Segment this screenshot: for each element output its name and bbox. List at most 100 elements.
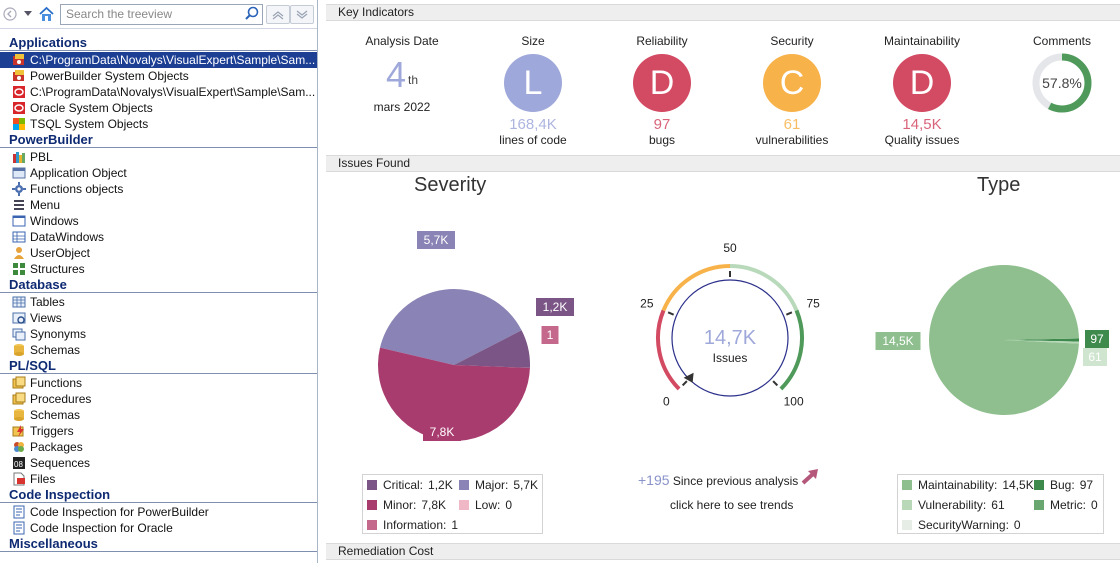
legend-value: 97 <box>1079 478 1094 492</box>
legend-item[interactable]: Bug: 97 <box>1034 478 1093 492</box>
maintainability-sub: Quality issues <box>884 133 960 147</box>
type-slice-vulnerability[interactable] <box>1004 340 1079 344</box>
trend-delta: +195 <box>638 472 670 488</box>
tree-item[interactable]: Application Object <box>0 165 317 181</box>
legend-item[interactable]: Major: 5,7K <box>459 478 538 492</box>
tree-item[interactable]: Schemas <box>0 407 317 423</box>
gauge-tick <box>772 380 779 387</box>
tree-item[interactable]: Windows <box>0 213 317 229</box>
legend-label: Low: <box>475 498 501 512</box>
legend-item[interactable]: Metric: 0 <box>1034 498 1098 512</box>
security-grade-badge[interactable]: C <box>763 54 821 112</box>
tree-group-header[interactable]: Applications <box>0 35 317 51</box>
search-input[interactable]: Search the treeview <box>60 4 263 25</box>
tree-item[interactable]: Triggers <box>0 423 317 439</box>
legend-item[interactable]: Low: 0 <box>459 498 512 512</box>
kpi-maintainability[interactable]: Maintainability D 14,5K Quality issues <box>862 34 982 147</box>
see-trends-link[interactable]: click here to see trends <box>670 498 794 512</box>
tree-item-label: Menu <box>30 198 61 212</box>
kpi-security[interactable]: Security C 61 vulnerabilities <box>732 34 852 147</box>
tree-item[interactable]: Code Inspection for Oracle <box>0 520 317 536</box>
tree-item[interactable]: Structures <box>0 261 317 277</box>
tree-item-label: Code Inspection for Oracle <box>30 521 173 535</box>
severity-slice-information[interactable] <box>454 365 530 368</box>
tree-item-label: Triggers <box>30 424 74 438</box>
tree-group-header[interactable]: Code Inspection <box>0 487 317 503</box>
size-sub: lines of code <box>499 133 567 147</box>
tree-item[interactable]: Tables <box>0 294 317 310</box>
maintainability-value: 14,5K <box>902 116 942 133</box>
maintainability-grade-badge[interactable]: D <box>893 54 951 112</box>
severity-slice-minor[interactable] <box>378 347 530 441</box>
treeview: Applications C:\ProgramData\Novalys\Visua… <box>0 35 317 553</box>
tree-item[interactable]: Code Inspection for PowerBuilder <box>0 504 317 520</box>
legend-swatch <box>1034 500 1044 510</box>
gauge-tick <box>785 311 793 316</box>
legend-item[interactable]: SecurityWarning: 0 <box>902 518 1021 532</box>
tree-item[interactable]: Synonyms <box>0 326 317 342</box>
kpi-size[interactable]: Size L 168,4K lines of code <box>473 34 593 147</box>
tree-item-label: Procedures <box>30 392 92 406</box>
tree-item[interactable]: Menu <box>0 197 317 213</box>
tree-group-header[interactable]: Miscellaneous <box>0 536 317 552</box>
schema-icon <box>12 408 26 422</box>
tree-item[interactable]: DataWindows <box>0 229 317 245</box>
type-slice-bug[interactable] <box>1004 338 1079 342</box>
reliability-value: 97 <box>653 116 671 133</box>
legend-item[interactable]: Critical: 1,2K <box>367 478 453 492</box>
reliability-sub: bugs <box>648 133 676 147</box>
sequence-icon: 08 <box>12 456 26 470</box>
tree-item-label: Files <box>30 472 56 486</box>
home-icon[interactable] <box>37 5 55 23</box>
type-slice-maintainability[interactable] <box>929 265 1079 416</box>
file-icon <box>12 472 26 486</box>
tree-group-header[interactable]: PowerBuilder <box>0 132 317 148</box>
legend-value: 0 <box>1013 518 1021 532</box>
dropdown-arrow-icon[interactable] <box>22 5 34 23</box>
severity-slice-critical[interactable] <box>454 330 530 368</box>
tree-item[interactable]: Oracle System Objects <box>0 100 317 116</box>
size-grade-badge[interactable]: L <box>504 54 562 112</box>
legend-item[interactable]: Information: 1 <box>367 518 458 532</box>
gauge-tick-label: 25 <box>640 297 654 311</box>
tree-item[interactable]: C:\ProgramData\Novalys\VisualExpert\Samp… <box>0 84 317 100</box>
tree-item-label: Tables <box>30 295 65 309</box>
gauge-tick <box>667 311 675 316</box>
tree-group-header[interactable]: Database <box>0 277 317 293</box>
tree-item[interactable]: Functions objects <box>0 181 317 197</box>
tree-item[interactable]: Schemas <box>0 342 317 358</box>
tree-item[interactable]: Packages <box>0 439 317 455</box>
expand-down-button[interactable] <box>290 5 314 24</box>
kpi-title: Security <box>770 34 814 48</box>
tree-item[interactable]: PowerBuilder System Objects <box>0 68 317 84</box>
dashboard: Key Indicators Analysis Date 4 th mars 2… <box>326 0 1120 563</box>
tree-item[interactable]: Files <box>0 471 317 487</box>
trend-arrow-icon[interactable] <box>800 468 820 489</box>
search-icon[interactable] <box>244 6 261 23</box>
collapse-up-button[interactable] <box>266 5 290 24</box>
gauge-tick-label: 50 <box>723 241 737 255</box>
kpi-comments[interactable]: Comments 57.8% <box>1002 34 1120 114</box>
tree-item[interactable]: Functions <box>0 375 317 391</box>
type-label-bug: 97 <box>1085 330 1109 348</box>
tree-item[interactable]: UserObject <box>0 245 317 261</box>
severity-slice-major[interactable] <box>380 289 522 365</box>
reliability-grade-badge[interactable]: D <box>633 54 691 112</box>
tree-item[interactable]: 08 Sequences <box>0 455 317 471</box>
comments-value: 57.8% <box>1042 75 1082 91</box>
legend-item[interactable]: Maintainability: 14,5K <box>902 478 1034 492</box>
tree-item[interactable]: Procedures <box>0 391 317 407</box>
legend-swatch <box>902 480 912 490</box>
tree-item[interactable]: TSQL System Objects <box>0 116 317 132</box>
legend-item[interactable]: Vulnerability: 61 <box>902 498 1005 512</box>
legend-item[interactable]: Minor: 7,8K <box>367 498 446 512</box>
tree-item[interactable]: C:\ProgramData\Novalys\VisualExpert\Samp… <box>0 52 317 68</box>
back-arrow-icon[interactable] <box>2 5 18 23</box>
analysis-day: 4 th <box>342 54 462 96</box>
analysis-day-suffix: th <box>408 73 419 87</box>
comments-donut[interactable]: 57.8% <box>1031 52 1093 114</box>
kpi-reliability[interactable]: Reliability D 97 bugs <box>602 34 722 147</box>
tree-group-header[interactable]: PL/SQL <box>0 358 317 374</box>
tree-item[interactable]: PBL <box>0 149 317 165</box>
tree-item[interactable]: Views <box>0 310 317 326</box>
